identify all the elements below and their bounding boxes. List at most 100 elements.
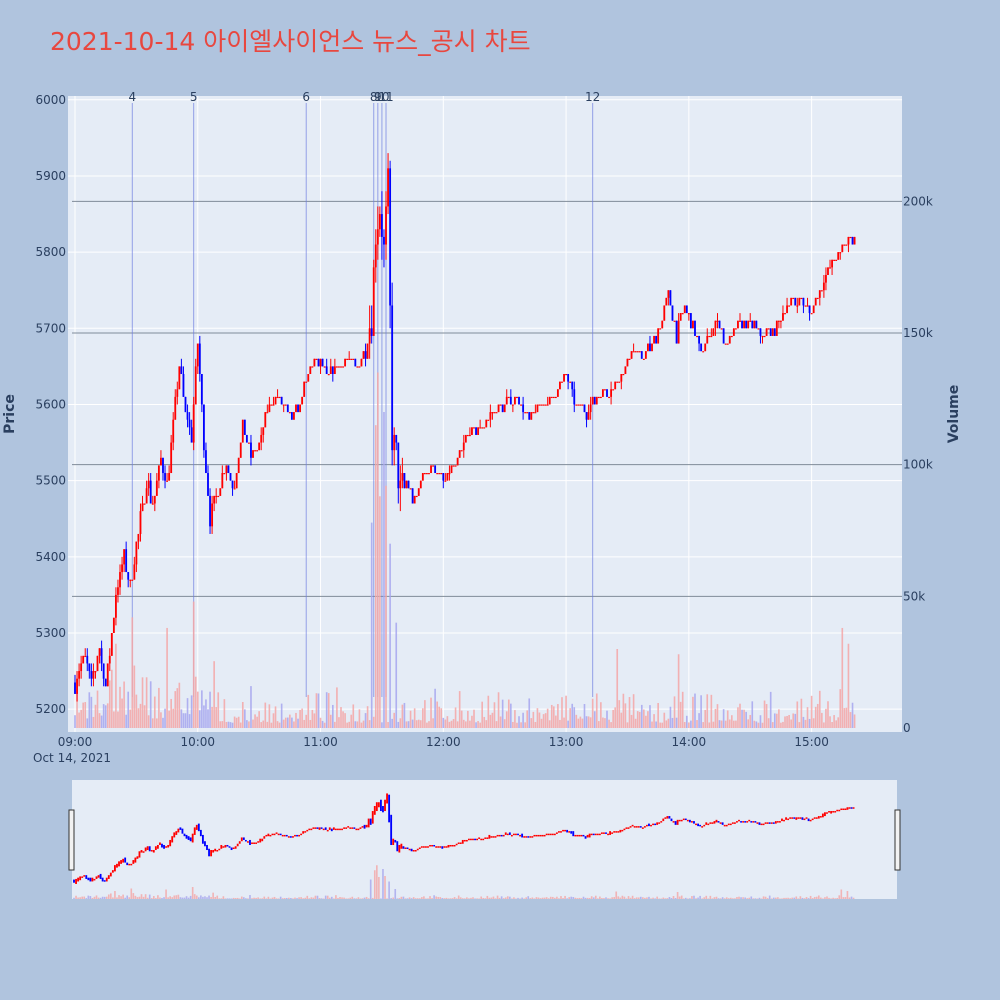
- candle-body: [687, 313, 690, 315]
- rangeslider-candle: [498, 834, 501, 837]
- rangeslider-candle: [578, 834, 581, 837]
- rangeslider-volume-bar: [200, 895, 202, 899]
- volume-bar: [364, 713, 367, 728]
- rangeslider-volume-bar: [89, 896, 92, 899]
- rangeslider-handle-right[interactable]: [894, 809, 901, 871]
- rangeslider-volume-bar: [656, 896, 658, 899]
- rangeslider-volume-bar: [134, 895, 137, 899]
- volume-bar: [260, 722, 263, 728]
- rangeslider-candle: [146, 846, 149, 851]
- volume-bar: [640, 704, 643, 728]
- candle-body: [798, 297, 801, 306]
- rangeslider-candle: [754, 821, 757, 823]
- volume-bar: [139, 703, 142, 728]
- volume-bar: [839, 689, 842, 728]
- volume-bar: [737, 707, 739, 728]
- rangeslider-volume-bar: [463, 898, 466, 899]
- volume-bar: [374, 425, 377, 728]
- rangeslider-candle: [334, 828, 337, 831]
- candle-body: [454, 465, 457, 467]
- rangeslider-candle: [159, 842, 161, 845]
- candle-body: [528, 412, 531, 420]
- rangeslider-volume-bar: [687, 898, 689, 899]
- rangeslider-candle: [101, 877, 104, 882]
- candle-body: [786, 305, 788, 314]
- candle-body: [780, 320, 782, 322]
- rangeslider-candle: [273, 833, 276, 836]
- rangeslider-candle: [232, 847, 235, 850]
- candle-body: [659, 328, 662, 330]
- rangeslider-volume-bar: [441, 898, 444, 899]
- volume-bar: [829, 716, 831, 728]
- volume-bar: [307, 694, 310, 728]
- candle-body: [426, 473, 428, 475]
- rangeslider-volume-bar: [371, 897, 374, 899]
- rangeslider-volume-bar: [152, 896, 155, 899]
- news-marker-label: 4: [128, 90, 136, 104]
- rangeslider-candle: [668, 816, 671, 819]
- candle-body: [700, 343, 703, 352]
- rangeslider-candle: [87, 877, 90, 881]
- rangeslider-candle: [576, 834, 579, 837]
- rangeslider-volume-bar: [402, 896, 405, 899]
- candle-body: [530, 412, 533, 420]
- volume-bar: [117, 711, 119, 728]
- volume-bar: [548, 720, 551, 728]
- rangeslider-volume-bar: [828, 897, 830, 899]
- rangeslider-candle: [91, 877, 94, 882]
- rangeslider-volume-bar: [732, 898, 734, 899]
- rangeslider-candle: [183, 833, 186, 837]
- candle-body: [155, 480, 158, 496]
- rangeslider-volume-bar: [175, 895, 178, 899]
- volume-bar: [387, 722, 389, 728]
- candle-body: [677, 320, 680, 344]
- rangeslider-volume-bar: [416, 898, 419, 899]
- rangeslider-candle: [459, 842, 462, 844]
- rangeslider-candle: [560, 831, 562, 833]
- candle-body: [761, 335, 764, 338]
- rangeslider-volume-bar: [539, 898, 542, 899]
- rangeslider-candle: [713, 821, 716, 824]
- rangeslider-candle: [81, 876, 84, 878]
- candle-body: [532, 412, 535, 414]
- rangeslider-candle: [535, 834, 538, 837]
- volume-bar: [571, 703, 574, 728]
- candle-body: [698, 335, 700, 344]
- rangeslider-candle: [289, 836, 292, 838]
- candle-body: [473, 427, 475, 429]
- rangeslider-candle: [752, 821, 755, 823]
- candle-body: [511, 404, 514, 406]
- volume-bar: [782, 721, 784, 728]
- volume-bar: [567, 720, 569, 728]
- candle-body: [843, 244, 846, 246]
- rangeslider-volume-bar: [848, 897, 851, 899]
- volume-bar: [141, 677, 144, 728]
- candle-body: [577, 404, 580, 406]
- volume-bar: [462, 719, 465, 728]
- volume-bar: [127, 691, 130, 728]
- rangeslider-candle: [682, 818, 685, 821]
- rangeslider-handle-left[interactable]: [68, 809, 75, 871]
- volume-bar: [655, 721, 657, 728]
- rangeslider-volume-bar: [748, 897, 751, 899]
- rangeslider-candle: [664, 817, 667, 819]
- volume-bar: [264, 702, 267, 728]
- candle-body: [174, 396, 177, 420]
- rangeslider-candle: [185, 834, 188, 839]
- volume-bar: [481, 701, 484, 728]
- rangeslider-candle: [255, 842, 258, 844]
- volume-bar: [145, 677, 148, 728]
- volume-bar: [638, 711, 641, 728]
- volume-bar: [121, 698, 123, 728]
- candle-body: [544, 404, 547, 406]
- rangeslider-volume-bar: [341, 897, 343, 899]
- volume-bar: [602, 717, 604, 728]
- rangeslider-candle: [337, 828, 339, 831]
- rangeslider-candle: [519, 834, 521, 837]
- candle-body: [239, 442, 242, 458]
- rangeslider-volume-bar: [785, 897, 787, 899]
- candle-body: [665, 297, 668, 306]
- volume-bar: [225, 721, 228, 728]
- rangeslider-candle: [619, 829, 622, 833]
- rangeslider-candle: [363, 824, 366, 829]
